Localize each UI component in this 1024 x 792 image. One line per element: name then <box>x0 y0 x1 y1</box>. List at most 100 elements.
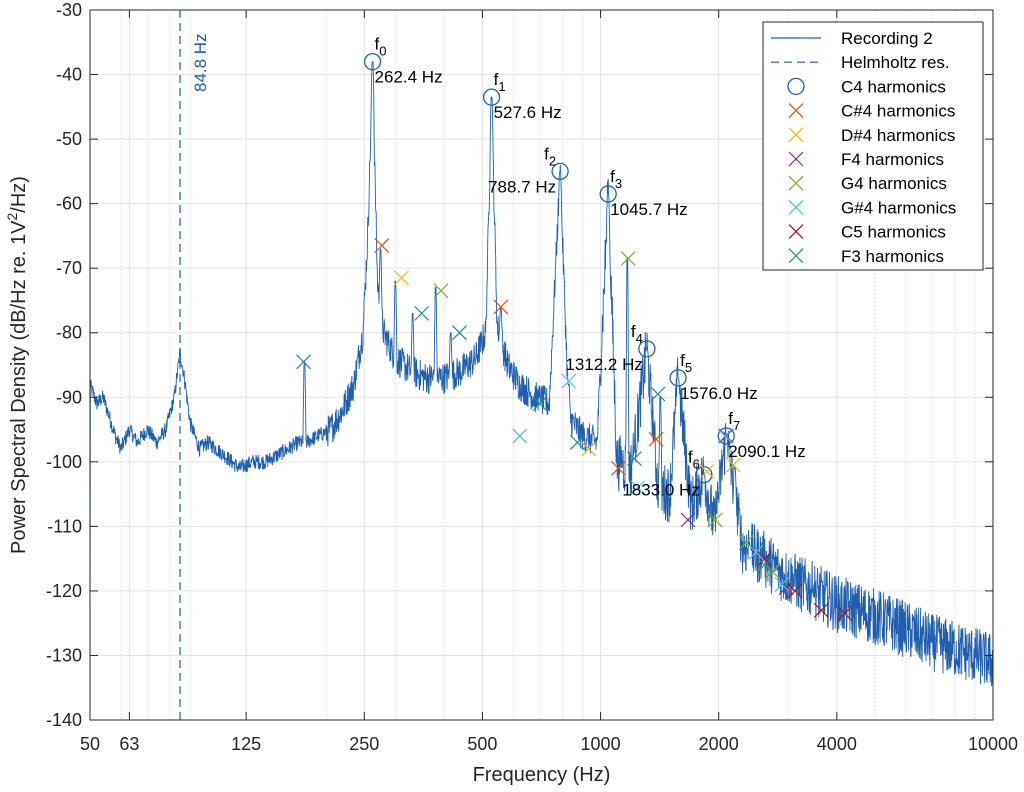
harmonic-marker-x <box>680 512 696 528</box>
harmonic-marker-circle <box>638 340 656 358</box>
marker-stroke <box>680 512 696 528</box>
harmonic-marker-x <box>627 451 642 467</box>
harmonic-marker-x <box>787 583 803 599</box>
spectrum-line <box>89 61 994 687</box>
legend-entry-label: C#4 harmonics <box>841 102 955 121</box>
y-tick-label: -60 <box>56 194 82 214</box>
marker-stroke <box>648 431 664 447</box>
peak-symbol: f0 <box>375 35 387 59</box>
marker-stroke <box>620 251 636 266</box>
harmonic-marker-circle <box>669 369 687 387</box>
x-tick-label: 2000 <box>699 734 739 754</box>
harmonic-marker-x <box>764 564 780 579</box>
legend-x-swatch <box>788 199 804 215</box>
marker-stroke <box>787 583 803 599</box>
harmonic-marker-x <box>650 386 666 402</box>
peak-frequency-label: 527.6 Hz <box>494 103 562 122</box>
y-tick-label: -40 <box>56 65 82 85</box>
harmonic-marker-x <box>725 457 741 473</box>
peak-frequency-label: 788.7 Hz <box>488 177 556 196</box>
marker-stroke <box>374 238 390 254</box>
harmonic-marker-x <box>532 396 548 412</box>
harmonic-marker-x <box>296 354 311 370</box>
marker-stroke <box>581 441 597 457</box>
harmonic-marker-x <box>374 238 390 254</box>
marker-stroke <box>493 299 509 315</box>
harmonic-marker-x <box>774 577 790 592</box>
x-tick-label: 250 <box>349 734 379 754</box>
y-tick-label: -100 <box>46 452 82 472</box>
y-tick-label: -110 <box>47 516 82 536</box>
x-tick-label: 4000 <box>817 734 857 754</box>
peak-symbol: f7 <box>728 409 740 433</box>
harmonic-marker-x <box>394 270 409 286</box>
legend-entry-label: G#4 harmonics <box>841 198 956 217</box>
legend-x-swatch <box>788 127 804 143</box>
marker-stroke <box>757 557 773 573</box>
y-tick-label: -140 <box>46 710 82 730</box>
harmonic-marker-circle <box>551 162 569 181</box>
harmonic-marker-circle <box>599 185 617 203</box>
legend-entry-label: F3 harmonics <box>841 247 944 266</box>
harmonic-marker-x <box>718 428 734 444</box>
legend-x-swatch <box>788 151 804 167</box>
marker-stroke <box>630 480 646 496</box>
marker-stroke <box>707 512 723 528</box>
harmonic-marker-x <box>620 251 636 266</box>
harmonic-marker-x <box>610 460 626 476</box>
peak-frequency-label: 1045.7 Hz <box>610 200 688 219</box>
peak-symbol: f1 <box>494 70 506 94</box>
marker-stroke <box>757 551 773 567</box>
peak-frequency-label: 2090.1 Hz <box>728 442 806 461</box>
marker-stroke <box>774 577 790 592</box>
legend-circle-swatch <box>787 77 805 96</box>
harmonic-marker-x <box>414 305 430 321</box>
x-tick-label: 10000 <box>968 734 1018 754</box>
y-tick-label: -80 <box>56 323 82 343</box>
legend-entry-label: C4 harmonics <box>841 77 946 96</box>
legend-x-swatch <box>788 224 804 240</box>
peak-symbol: f2 <box>544 144 556 168</box>
harmonic-marker-x <box>512 428 528 444</box>
harmonic-marker-x <box>433 283 449 299</box>
marker-stroke <box>837 606 853 621</box>
x-tick-label: 500 <box>467 734 497 754</box>
marker-stroke <box>717 428 733 444</box>
harmonic-marker-x <box>757 551 773 567</box>
marker-stroke <box>296 354 311 370</box>
marker-stroke <box>718 428 734 444</box>
y-tick-label: -90 <box>56 387 82 407</box>
x-tick-label: 50 <box>80 734 100 754</box>
harmonic-marker-x <box>757 557 773 573</box>
axes-box <box>89 9 994 721</box>
marker-stroke <box>699 464 715 479</box>
y-tick-label: -30 <box>56 0 82 20</box>
harmonic-marker-x <box>699 464 715 479</box>
legend-x-swatch <box>788 175 804 191</box>
marker-stroke <box>452 325 467 341</box>
peak-symbol: f6 <box>688 448 700 472</box>
legend-x-swatch <box>788 248 804 264</box>
harmonic-marker-x <box>561 373 577 389</box>
legend-entry-label: C5 harmonics <box>841 223 946 242</box>
harmonic-marker-x <box>707 512 723 528</box>
harmonic-marker-x <box>493 299 509 315</box>
harmonic-marker-circle <box>363 52 382 71</box>
harmonic-marker-x <box>717 428 733 444</box>
marker-stroke <box>764 564 780 579</box>
marker-stroke <box>748 544 764 560</box>
harmonic-marker-x <box>569 435 585 450</box>
harmonic-marker-x <box>581 441 597 457</box>
harmonic-marker-x <box>648 431 664 447</box>
marker-stroke <box>725 457 741 473</box>
marker-stroke <box>394 270 409 286</box>
marker-stroke <box>512 428 528 444</box>
harmonic-marker-x <box>748 544 764 560</box>
legend-entry-label: Helmholtz res. <box>841 53 950 72</box>
marker-stroke <box>414 305 430 321</box>
marker-stroke <box>738 535 754 550</box>
y-tick-label: -50 <box>56 129 82 149</box>
y-tick-label: -70 <box>56 258 82 278</box>
peak-symbol: f5 <box>680 351 692 375</box>
